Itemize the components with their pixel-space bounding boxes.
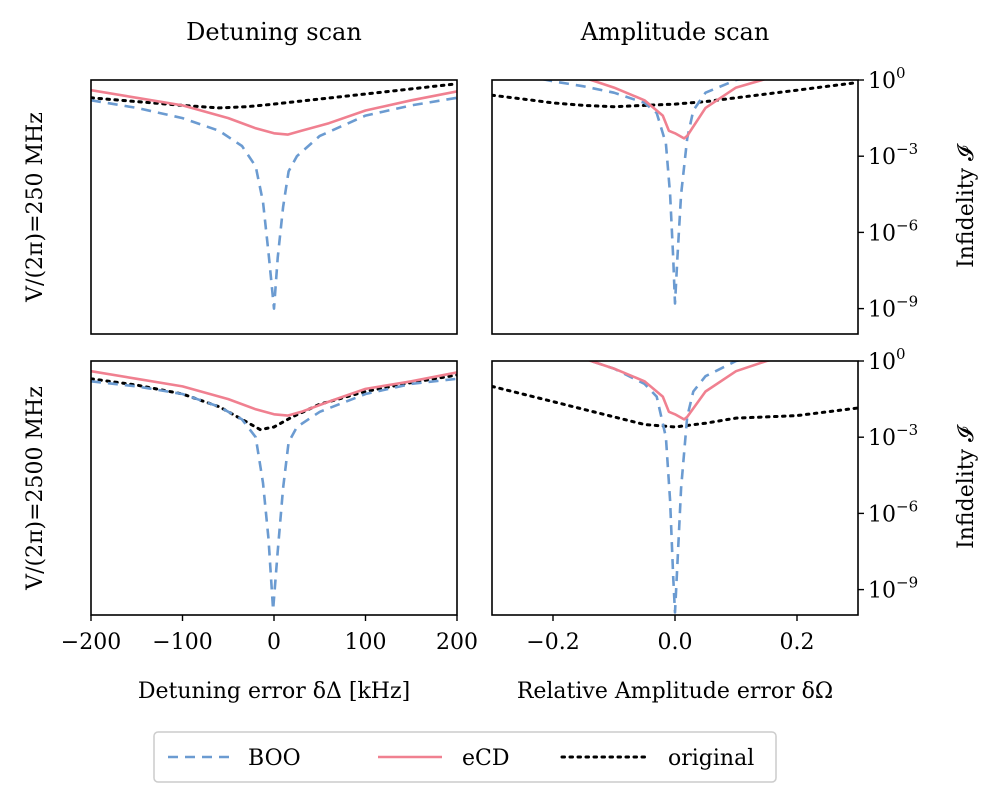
series-original-top-left xyxy=(91,82,457,110)
series-boo-top-left xyxy=(91,96,457,310)
panel-frame-bottom-left xyxy=(90,360,458,616)
y-tick-base: 10 xyxy=(868,426,896,451)
y-tick-label: 10−6 xyxy=(868,497,918,527)
series-boo-bottom-left xyxy=(91,377,457,612)
y-tick-label: 10−9 xyxy=(868,293,918,323)
y-tick-base: 10 xyxy=(868,69,896,94)
y-tick-base: 10 xyxy=(868,579,896,604)
x-tick-label: −200 xyxy=(61,630,121,655)
row-label-2500mhz: V/(2π)=2500 MHz xyxy=(23,386,48,591)
y-tick-base: 10 xyxy=(868,221,896,246)
y-tick-label: 10−3 xyxy=(868,421,918,451)
series-original-top-right xyxy=(492,81,858,109)
y-tick-exponent: −3 xyxy=(896,140,918,158)
series-ecd-bottom-right xyxy=(586,361,773,421)
y-tick-base: 10 xyxy=(868,350,896,375)
column-title-detuning: Detuning scan xyxy=(186,18,362,46)
panel-frame-top-left xyxy=(90,79,458,335)
y-tick-exponent: 0 xyxy=(896,345,906,363)
legend-box xyxy=(153,731,777,783)
y-tick-exponent: −6 xyxy=(896,497,918,515)
x-axis-label-amplitude: Relative Amplitude error δΩ xyxy=(517,679,833,704)
legend-label-original: original xyxy=(668,746,754,771)
y-tick-exponent: −9 xyxy=(896,574,918,592)
y-tick-base: 10 xyxy=(868,298,896,323)
y-tick-label: 100 xyxy=(868,345,906,375)
x-tick-label: −100 xyxy=(152,630,212,655)
x-tick-label: 200 xyxy=(436,630,478,655)
series-original-bottom-left xyxy=(91,373,457,432)
legend-label-ecd: eCD xyxy=(462,746,510,771)
series-ecd-top-right xyxy=(586,80,767,140)
y-tick-label: 10−9 xyxy=(868,574,918,604)
x-tick-label: −0.2 xyxy=(526,630,579,655)
series-boo-top-right xyxy=(540,80,744,305)
y-axis-label-row-0: Infidelity 𝓘 xyxy=(954,143,979,268)
y-tick-exponent: 0 xyxy=(896,64,906,82)
series-ecd-top-left xyxy=(91,88,457,136)
y-tick-base: 10 xyxy=(868,145,896,170)
series-original-bottom-right xyxy=(492,384,858,429)
y-tick-exponent: −3 xyxy=(896,421,918,439)
y-axis-label-row-1: Infidelity 𝓘 xyxy=(954,424,979,549)
y-tick-label: 100 xyxy=(868,64,906,94)
y-tick-base: 10 xyxy=(868,502,896,527)
y-tick-exponent: −6 xyxy=(896,216,918,234)
y-tick-label: 10−3 xyxy=(868,140,918,170)
row-label-250mhz: V/(2π)=250 MHz xyxy=(23,112,48,303)
series-ecd-bottom-left xyxy=(91,369,457,417)
y-tick-label: 10−6 xyxy=(868,216,918,246)
x-tick-label: 0.0 xyxy=(658,630,693,655)
series-boo-bottom-right xyxy=(586,361,743,614)
panel-bottom-left: −200 −100 0 100 200 Detuning error δΔ [kHz] xyxy=(61,360,478,704)
legend: BOO eCD original xyxy=(153,731,777,783)
y-tick-exponent: −9 xyxy=(896,293,918,311)
x-tick-label: 0.2 xyxy=(780,630,815,655)
column-title-amplitude: Amplitude scan xyxy=(580,18,770,46)
panel-top-left xyxy=(90,79,458,335)
x-tick-label: 100 xyxy=(345,630,387,655)
legend-label-boo: BOO xyxy=(248,746,301,771)
x-tick-label: 0 xyxy=(267,630,281,655)
panel-frame-top-right xyxy=(491,79,859,335)
x-axis-label-detuning: Detuning error δΔ [kHz] xyxy=(138,679,410,704)
